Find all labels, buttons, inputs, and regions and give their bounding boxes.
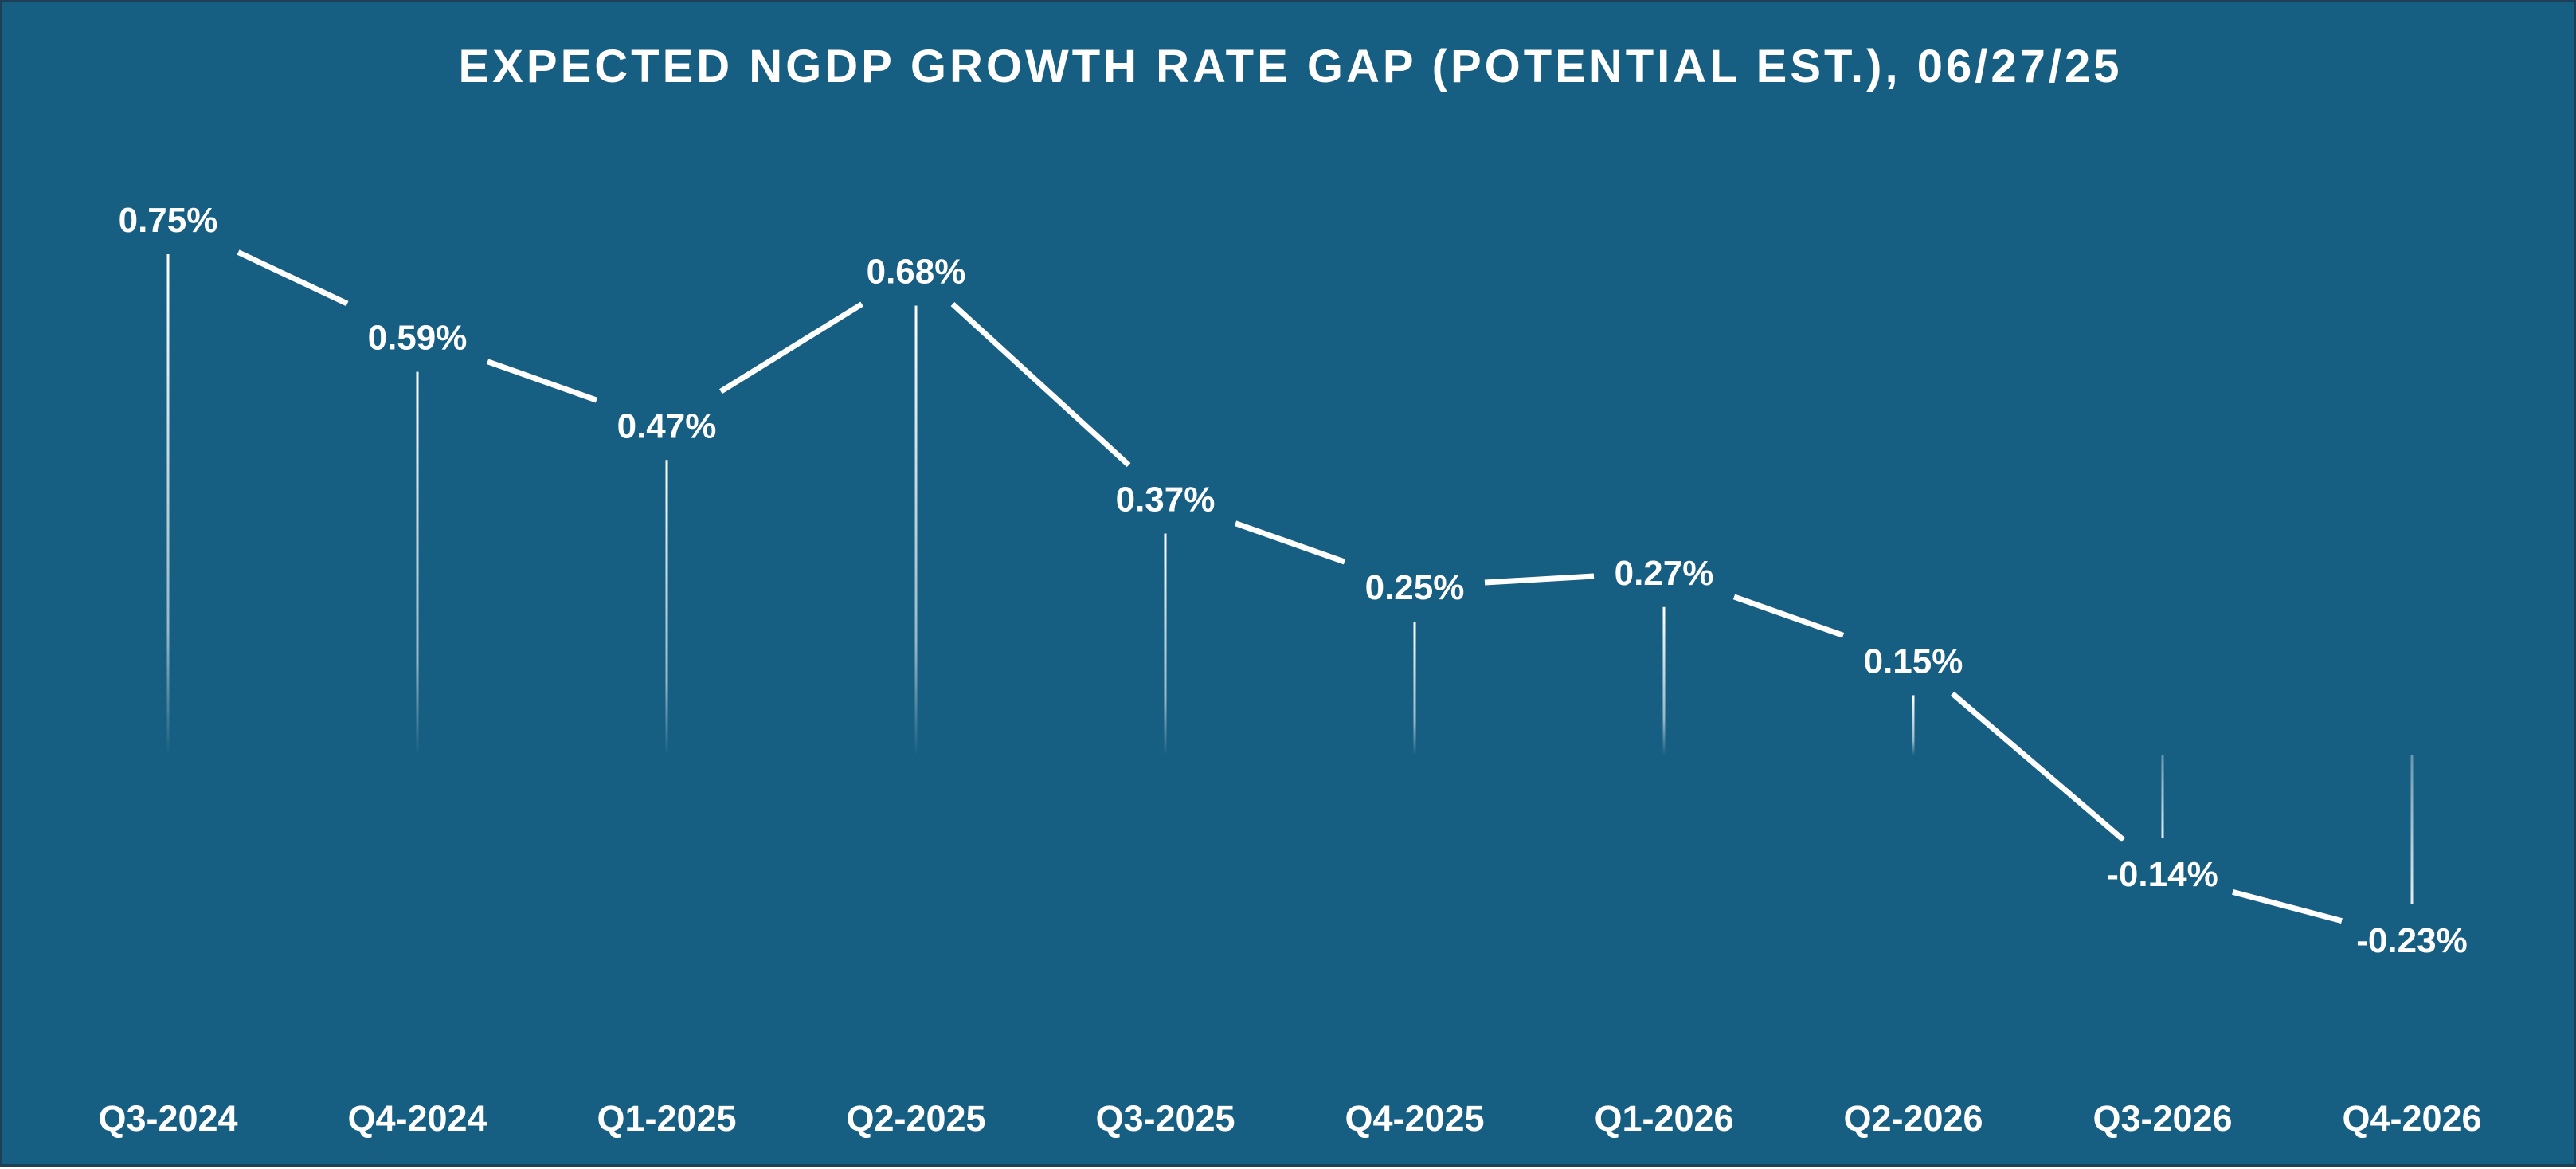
x-tick-q4-2024: Q4-2024 — [347, 1098, 487, 1139]
data-label-q3-2025: 0.37% — [1116, 481, 1216, 520]
data-label-q1-2025: 0.47% — [617, 406, 717, 445]
series-segment-6 — [1484, 573, 1595, 586]
series-segment-8 — [1950, 691, 2126, 842]
x-tick-q3-2025: Q3-2025 — [1095, 1098, 1235, 1139]
drop-lines — [166, 254, 2414, 904]
data-label-q1-2026: 0.27% — [1615, 554, 1714, 593]
series-segment-9 — [2232, 889, 2343, 924]
drop-line-q1-2025 — [665, 460, 668, 755]
drop-line-q2-2025 — [914, 305, 918, 756]
drop-line-q1-2026 — [1662, 606, 1666, 755]
data-label-q2-2025: 0.68% — [867, 253, 966, 292]
series-segment-5 — [1234, 520, 1346, 565]
data-label-q4-2024: 0.59% — [368, 319, 468, 358]
chart-title: EXPECTED NGDP GROWTH RATE GAP (POTENTIAL… — [459, 41, 2123, 92]
series-segment-1 — [237, 249, 349, 307]
drop-line-q4-2025 — [1413, 622, 1416, 755]
series-segment-4 — [950, 301, 1131, 468]
drop-line-q4-2026 — [2410, 755, 2414, 904]
series-group — [237, 249, 2343, 924]
data-labels: 0.75% 0.59% 0.47% 0.68% 0.37% 0.25% 0.27% 0.15%… — [119, 201, 2468, 960]
x-tick-q4-2025: Q4-2025 — [1345, 1098, 1484, 1139]
drop-line-q3-2024 — [166, 254, 170, 755]
x-tick-q3-2026: Q3-2026 — [2093, 1098, 2232, 1139]
x-tick-q3-2024: Q3-2024 — [98, 1098, 237, 1139]
x-tick-q4-2026: Q4-2026 — [2342, 1098, 2481, 1139]
data-label-q4-2025: 0.25% — [1365, 568, 1465, 607]
data-label-q2-2026: 0.15% — [1864, 641, 1963, 681]
series-segment-7 — [1732, 594, 1845, 638]
data-label-q3-2026: -0.14% — [2107, 855, 2218, 894]
series-segment-3 — [719, 301, 863, 394]
drop-line-q3-2025 — [1164, 533, 1167, 755]
drop-line-q2-2026 — [1912, 695, 1915, 755]
x-tick-q2-2025: Q2-2025 — [846, 1098, 985, 1139]
data-label-q3-2024: 0.75% — [119, 201, 218, 240]
x-tick-q1-2026: Q1-2026 — [1594, 1098, 1733, 1139]
x-tick-q1-2025: Q1-2025 — [597, 1098, 736, 1139]
series-segment-2 — [486, 359, 598, 403]
data-label-q4-2026: -0.23% — [2356, 921, 2467, 960]
x-axis-ticks: Q3-2024 Q4-2024 Q1-2025 Q2-2025 Q3-2025 Q4-20… — [98, 1098, 2481, 1139]
x-tick-q2-2026: Q2-2026 — [1843, 1098, 1983, 1139]
drop-line-q3-2026 — [2161, 755, 2164, 838]
drop-line-q4-2024 — [416, 371, 419, 755]
